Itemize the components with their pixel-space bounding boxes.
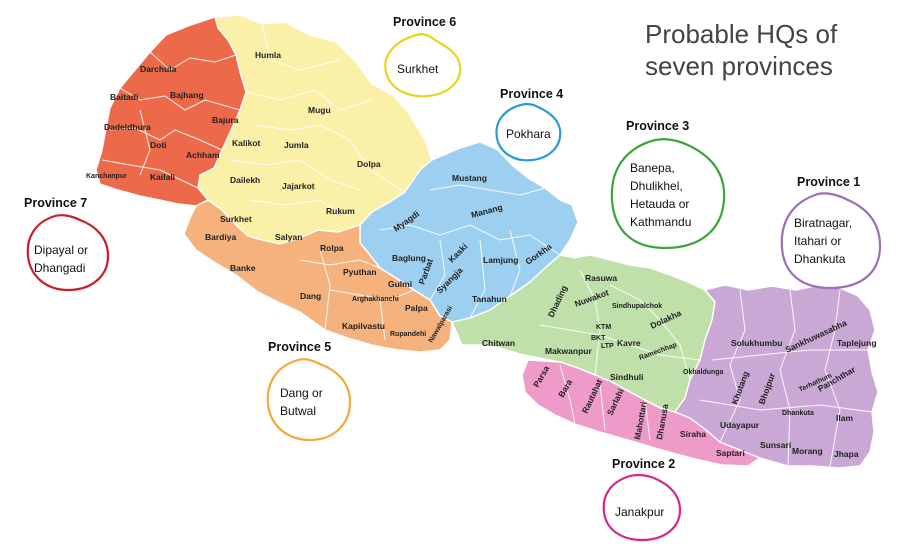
- district-label: Makwanpur: [545, 346, 592, 356]
- province-2-hq: Janakpur: [615, 505, 664, 519]
- title-line-2: seven provinces: [645, 51, 833, 81]
- district-label: Dhankuta: [782, 410, 814, 417]
- province-5-hq-line-1: Dang or: [280, 386, 323, 400]
- district-label: Banke: [230, 263, 256, 273]
- district-label: Surkhet: [220, 214, 252, 224]
- province-4-callout: Province 4 Pokhara: [495, 87, 563, 162]
- province-6-callout: Province 6 Surkhet: [384, 15, 462, 98]
- district-label: Ilam: [836, 413, 853, 423]
- district-label: Saptari: [716, 448, 745, 458]
- province-1-callout: Province 1 Biratnagar, Itahari or Dhanku…: [780, 175, 882, 290]
- province-5-hq-line-2: Butwal: [280, 404, 316, 418]
- district-label: LTP: [601, 343, 614, 350]
- district-label: Palpa: [405, 303, 428, 313]
- province-3-hq-line-4: Kathmandu: [630, 215, 691, 229]
- district-label: Mustang: [452, 173, 487, 183]
- district-label: Chitwan: [482, 338, 515, 348]
- district-label: Tanahun: [472, 294, 507, 304]
- district-label: Darchula: [140, 64, 177, 74]
- district-label: Sindhuli: [610, 372, 644, 382]
- province-2-callout: Province 2 Janakpur: [602, 457, 682, 542]
- province-2-label: Province 2: [612, 457, 675, 471]
- district-label: Rolpa: [320, 243, 344, 253]
- district-label: Arghakhanchi: [352, 296, 399, 303]
- district-label: Kailali: [150, 172, 175, 182]
- district-label: Salyan: [275, 232, 302, 242]
- province-1-hq-line-3: Dhankuta: [794, 252, 846, 266]
- province-3-hq-line-1: Banepa,: [630, 161, 675, 175]
- province-7-hq-line-2: Dhangadi: [34, 261, 85, 275]
- province-7-label: Province 7: [24, 196, 87, 210]
- title-line-1: Probable HQs of: [645, 19, 838, 49]
- district-label: Morang: [792, 446, 823, 456]
- district-label: Bajura: [212, 115, 239, 125]
- district-label: Achham: [186, 150, 220, 160]
- district-label: Rupandehi: [390, 331, 426, 338]
- district-label: Gulmi: [388, 279, 412, 289]
- district-label: Baglung: [392, 253, 426, 263]
- district-label: Dang: [300, 291, 321, 301]
- province-5-callout: Province 5 Dang or Butwal: [266, 340, 352, 442]
- district-label: Okhaldunga: [683, 369, 724, 376]
- district-label: Jhapa: [834, 449, 859, 459]
- province-3-hq-line-2: Dhulikhel,: [630, 179, 683, 193]
- district-label: Doti: [150, 140, 167, 150]
- province-1-label: Province 1: [797, 175, 860, 189]
- province-3-hq-line-3: Hetauda or: [630, 197, 689, 211]
- district-label: Lamjung: [483, 255, 518, 265]
- district-label: Kavre: [617, 338, 641, 348]
- district-label: Sindhupalchok: [612, 303, 662, 310]
- province-7-callout: Province 7 Dipayal or Dhangadi: [24, 196, 110, 292]
- district-label: Solukhumbu: [731, 338, 782, 348]
- province-1-hq-bubble: [780, 192, 882, 290]
- province-1-hq-line-1: Biratnagar,: [794, 216, 852, 230]
- district-label: Kapilvastu: [342, 321, 385, 331]
- province-4-label: Province 4: [500, 87, 563, 101]
- province-3-callout: Province 3 Banepa, Dhulikhel, Hetauda or…: [610, 119, 726, 250]
- district-label: Jumla: [284, 140, 309, 150]
- province-regions: [95, 14, 879, 469]
- district-label: Kanchanpur: [86, 173, 127, 180]
- province-7-hq-line-1: Dipayal or: [34, 243, 88, 257]
- province-6-hq: Surkhet: [397, 62, 439, 76]
- district-label: Pyuthan: [343, 267, 377, 277]
- province-2-hq-bubble: [602, 473, 682, 542]
- district-borders: [101, 23, 873, 467]
- province-3-label: Province 3: [626, 119, 689, 133]
- district-label: Humla: [255, 50, 281, 60]
- district-label: KTM: [596, 324, 611, 331]
- district-label: Bajhang: [170, 90, 204, 100]
- district-label: Baitadi: [110, 92, 138, 102]
- province-3-hq-bubble: [610, 138, 726, 250]
- province-6-hq-bubble: [384, 32, 462, 98]
- district-label: Rasuwa: [585, 273, 617, 283]
- district-label: Kalikot: [232, 138, 261, 148]
- district-label: Bardiya: [205, 232, 236, 242]
- district-label: Dadeldhura: [104, 122, 151, 132]
- province-5-hq-bubble: [266, 358, 352, 442]
- province-5-label: Province 5: [268, 340, 331, 354]
- district-label: Dolpa: [357, 159, 381, 169]
- province-7-hq-bubble: [26, 214, 110, 292]
- district-label: Rukum: [326, 206, 355, 216]
- district-label: Udayapur: [720, 420, 760, 430]
- province-6-label: Province 6: [393, 15, 456, 29]
- district-label: Dailekh: [230, 175, 260, 185]
- district-label: Siraha: [680, 429, 706, 439]
- district-label: Mugu: [308, 105, 331, 115]
- map-title: Probable HQs of seven provinces: [645, 19, 838, 81]
- district-label: BKT: [591, 335, 606, 342]
- province-4-hq-bubble: [495, 102, 562, 162]
- district-label: Sunsari: [760, 440, 791, 450]
- district-label: Taplejung: [837, 338, 877, 348]
- province-1-hq-line-2: Itahari or: [794, 234, 841, 248]
- district-label: Jajarkot: [282, 181, 315, 191]
- province-4-hq: Pokhara: [506, 127, 551, 141]
